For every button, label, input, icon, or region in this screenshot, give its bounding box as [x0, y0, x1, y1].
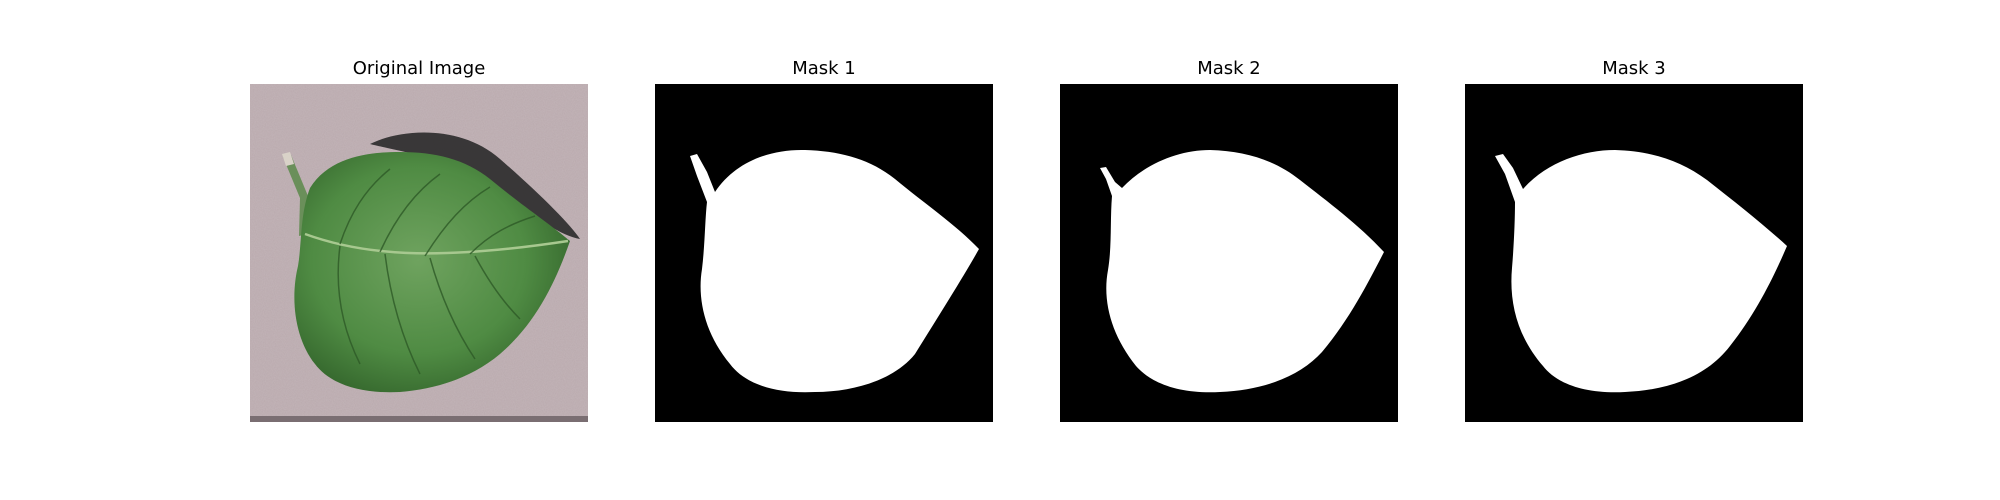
- leaf-shape: [294, 152, 570, 393]
- panel-title: Original Image: [352, 58, 486, 79]
- panel-title: Mask 2: [1197, 58, 1261, 79]
- mask-shape: [1495, 150, 1787, 393]
- leaf-photo: [250, 84, 588, 422]
- mask-shape: [1100, 150, 1384, 393]
- mask-image: [655, 84, 993, 422]
- mask-shape: [690, 149, 979, 393]
- panel-title: Mask 3: [1602, 58, 1666, 79]
- mask-image: [1060, 84, 1398, 422]
- mask-image: [1465, 84, 1803, 422]
- panel-title: Mask 1: [792, 58, 856, 79]
